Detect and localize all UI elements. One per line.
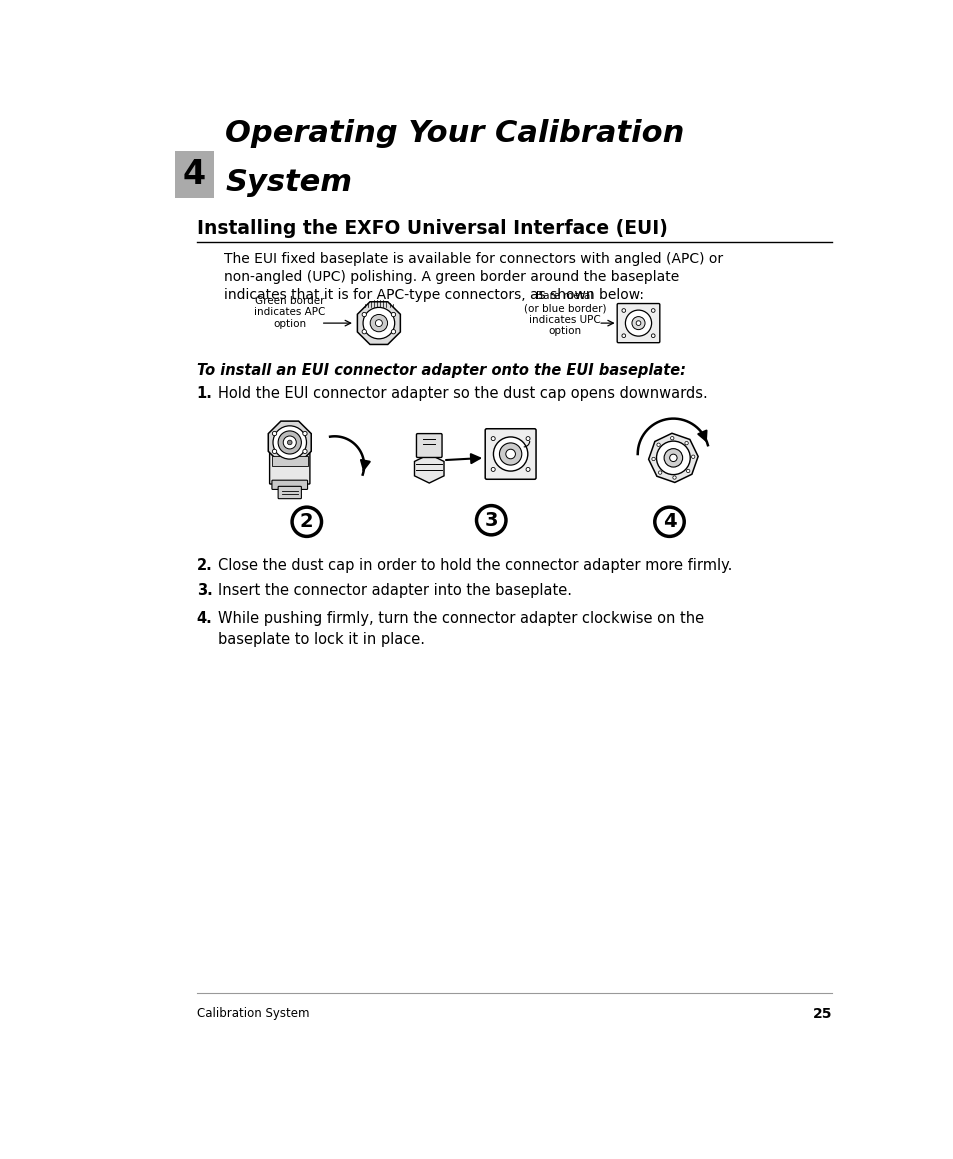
Circle shape bbox=[672, 476, 676, 479]
Circle shape bbox=[670, 437, 673, 440]
Circle shape bbox=[362, 313, 366, 316]
Text: 25: 25 bbox=[812, 1007, 831, 1021]
Text: Green border
indicates APC
option: Green border indicates APC option bbox=[253, 296, 325, 329]
Circle shape bbox=[636, 321, 640, 326]
Circle shape bbox=[499, 443, 521, 465]
Circle shape bbox=[302, 431, 307, 436]
Circle shape bbox=[278, 431, 301, 454]
Text: 4: 4 bbox=[662, 512, 676, 531]
FancyBboxPatch shape bbox=[617, 304, 659, 343]
Circle shape bbox=[273, 431, 276, 436]
Circle shape bbox=[273, 425, 306, 459]
Circle shape bbox=[505, 450, 515, 459]
Circle shape bbox=[656, 442, 690, 475]
FancyBboxPatch shape bbox=[272, 480, 307, 489]
Text: Close the dust cap in order to hold the connector adapter more firmly.: Close the dust cap in order to hold the … bbox=[218, 557, 732, 573]
Circle shape bbox=[362, 329, 366, 334]
Text: 1.: 1. bbox=[196, 386, 213, 401]
FancyBboxPatch shape bbox=[272, 457, 307, 466]
Circle shape bbox=[273, 450, 276, 453]
Circle shape bbox=[491, 467, 495, 472]
Circle shape bbox=[391, 313, 395, 316]
Text: 3.: 3. bbox=[196, 583, 213, 598]
Circle shape bbox=[493, 437, 527, 471]
Circle shape bbox=[631, 316, 644, 329]
Circle shape bbox=[491, 437, 495, 440]
Circle shape bbox=[292, 508, 321, 537]
Circle shape bbox=[663, 449, 682, 467]
FancyBboxPatch shape bbox=[485, 429, 536, 480]
Polygon shape bbox=[648, 433, 698, 482]
Circle shape bbox=[476, 505, 505, 534]
Circle shape bbox=[621, 308, 625, 312]
Circle shape bbox=[283, 436, 296, 449]
Text: Insert the connector adapter into the baseplate.: Insert the connector adapter into the ba… bbox=[218, 583, 572, 598]
Polygon shape bbox=[414, 454, 443, 483]
FancyBboxPatch shape bbox=[416, 433, 441, 458]
Circle shape bbox=[686, 469, 689, 473]
Circle shape bbox=[651, 308, 655, 312]
Circle shape bbox=[651, 458, 655, 460]
Circle shape bbox=[363, 307, 395, 338]
Text: 3: 3 bbox=[484, 511, 497, 530]
Circle shape bbox=[651, 334, 655, 337]
Circle shape bbox=[375, 320, 382, 327]
Polygon shape bbox=[357, 301, 400, 344]
Text: The EUI fixed baseplate is available for connectors with angled (APC) or: The EUI fixed baseplate is available for… bbox=[224, 253, 722, 267]
Circle shape bbox=[691, 455, 694, 459]
Circle shape bbox=[657, 443, 659, 446]
Circle shape bbox=[525, 437, 530, 440]
Polygon shape bbox=[268, 421, 311, 464]
Circle shape bbox=[370, 314, 387, 331]
Text: 4.: 4. bbox=[196, 611, 213, 626]
Text: baseplate to lock it in place.: baseplate to lock it in place. bbox=[218, 632, 425, 647]
Text: non-angled (UPC) polishing. A green border around the baseplate: non-angled (UPC) polishing. A green bord… bbox=[224, 270, 679, 284]
Text: Operating Your Calibration: Operating Your Calibration bbox=[225, 119, 684, 148]
Text: Installing the EXFO Universal Interface (EUI): Installing the EXFO Universal Interface … bbox=[196, 219, 667, 238]
Circle shape bbox=[391, 329, 395, 334]
Circle shape bbox=[525, 467, 530, 472]
Circle shape bbox=[684, 442, 687, 445]
Text: 2: 2 bbox=[299, 512, 314, 531]
Text: 2.: 2. bbox=[196, 557, 213, 573]
Circle shape bbox=[287, 440, 292, 445]
Circle shape bbox=[658, 471, 661, 474]
Circle shape bbox=[625, 311, 651, 336]
Circle shape bbox=[654, 508, 683, 537]
Text: To install an EUI connector adapter onto the EUI baseplate:: To install an EUI connector adapter onto… bbox=[196, 363, 685, 378]
FancyBboxPatch shape bbox=[278, 487, 301, 498]
Text: Bare metal
(or blue border)
indicates UPC
option: Bare metal (or blue border) indicates UP… bbox=[523, 291, 605, 336]
Circle shape bbox=[621, 334, 625, 337]
Text: indicates that it is for APC-type connectors, as shown below:: indicates that it is for APC-type connec… bbox=[224, 289, 643, 302]
FancyBboxPatch shape bbox=[174, 151, 213, 198]
Circle shape bbox=[302, 450, 307, 453]
Text: Hold the EUI connector adapter so the dust cap opens downwards.: Hold the EUI connector adapter so the du… bbox=[218, 386, 707, 401]
Text: System: System bbox=[225, 168, 352, 197]
Text: 4: 4 bbox=[183, 158, 206, 191]
Text: Calibration System: Calibration System bbox=[196, 1007, 309, 1020]
Circle shape bbox=[669, 454, 677, 461]
FancyBboxPatch shape bbox=[270, 444, 310, 484]
Text: While pushing firmly, turn the connector adapter clockwise on the: While pushing firmly, turn the connector… bbox=[218, 611, 704, 626]
